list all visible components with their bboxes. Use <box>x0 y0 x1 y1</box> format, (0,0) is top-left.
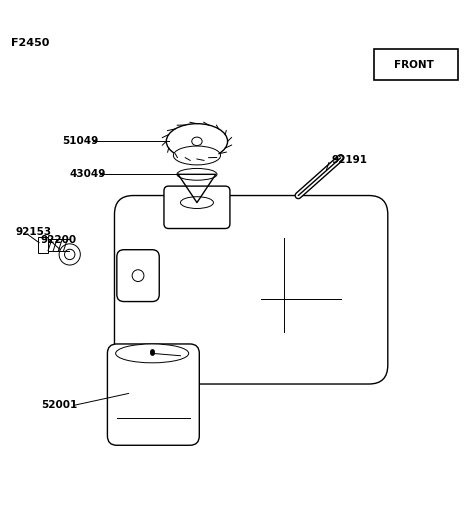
Ellipse shape <box>59 244 80 265</box>
Ellipse shape <box>181 197 213 209</box>
Text: 43049: 43049 <box>70 169 106 179</box>
Ellipse shape <box>192 137 202 145</box>
Text: 52001: 52001 <box>41 400 78 410</box>
Ellipse shape <box>64 249 75 259</box>
Text: FRONT: FRONT <box>394 60 434 70</box>
FancyBboxPatch shape <box>108 344 199 445</box>
Text: F2450: F2450 <box>11 38 49 48</box>
Text: 92153: 92153 <box>16 228 52 237</box>
Text: 92191: 92191 <box>331 155 367 165</box>
Ellipse shape <box>116 344 189 363</box>
Ellipse shape <box>166 123 228 159</box>
Text: 51049: 51049 <box>63 137 99 146</box>
Ellipse shape <box>177 168 217 180</box>
FancyBboxPatch shape <box>117 249 159 302</box>
Ellipse shape <box>132 270 144 281</box>
Text: 92200: 92200 <box>40 235 76 245</box>
Ellipse shape <box>173 146 220 165</box>
Bar <box>37 236 48 254</box>
FancyBboxPatch shape <box>374 50 458 80</box>
FancyBboxPatch shape <box>164 186 230 229</box>
FancyBboxPatch shape <box>115 196 388 384</box>
